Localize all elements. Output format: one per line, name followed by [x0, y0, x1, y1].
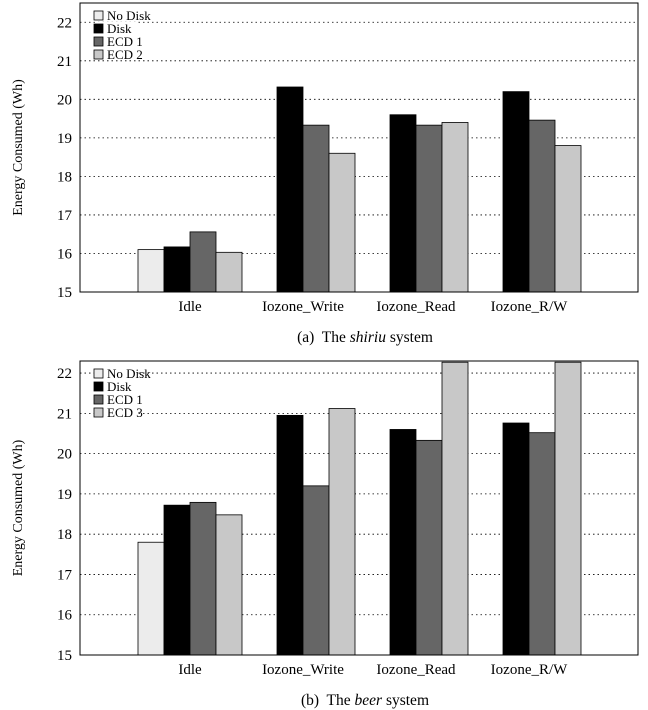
- legend-backdrop: [98, 393, 136, 405]
- caption-system-name: beer: [355, 692, 384, 709]
- legend-label: ECD 1: [107, 34, 143, 49]
- plot-frame: [79, 2, 639, 293]
- y-tick-label: 21: [57, 406, 72, 422]
- bar: [528, 432, 556, 656]
- bar: [502, 422, 530, 656]
- y-tick-label: 22: [57, 366, 72, 382]
- bar: [302, 124, 330, 293]
- y-axis-label: Energy Consumed (Wh): [11, 439, 26, 576]
- x-tick-label: Idle: [178, 299, 202, 315]
- y-tick-label: 17: [57, 208, 73, 224]
- legend-swatch: [93, 394, 104, 405]
- y-tick-label: 21: [57, 54, 72, 70]
- legend-backdrop: [98, 35, 136, 47]
- chart-shiriu: 15 16 17 18 19 20 21 22 Energy Consumed (Wh) Idle…: [11, 2, 639, 346]
- caption-system-name: shiriu: [350, 329, 386, 346]
- bar: [189, 231, 217, 293]
- y-tick-label: 22: [57, 15, 72, 31]
- legend-label: No Disk: [107, 8, 151, 23]
- legend-backdrop: [98, 380, 136, 392]
- legend-label: ECD 2: [107, 47, 143, 62]
- y-tick-label: 18: [57, 169, 72, 185]
- legend-swatch: [93, 381, 104, 392]
- y-tick-label: 19: [57, 131, 72, 147]
- bar: [389, 114, 417, 293]
- caption-prefix: (a) The: [297, 329, 350, 346]
- x-tick-label: Iozone_Read: [376, 662, 456, 678]
- plot-frame: [79, 360, 639, 656]
- bar: [502, 91, 530, 293]
- y-tick-label: 18: [57, 527, 72, 543]
- bar: [389, 429, 417, 656]
- bar: [441, 122, 469, 293]
- y-tick-label: 15: [57, 648, 72, 664]
- legend-backdrop: [98, 48, 136, 60]
- chart-caption: (a) The shiriu system: [297, 329, 433, 346]
- legend-label: Disk: [107, 21, 132, 36]
- legend-swatch: [93, 368, 104, 379]
- legend-swatch: [93, 23, 104, 34]
- legend-label: ECD 1: [107, 392, 143, 407]
- legend-label: Disk: [107, 379, 132, 394]
- y-tick-label: 15: [57, 285, 72, 301]
- y-tick-label: 20: [57, 447, 72, 463]
- x-tick-label: Iozone_Read: [376, 299, 456, 315]
- legend-swatch: [93, 49, 104, 60]
- bar: [328, 152, 356, 293]
- legend-swatch: [93, 36, 104, 47]
- bar: [302, 485, 330, 656]
- y-tick-label: 16: [57, 246, 73, 262]
- x-tick-label: Iozone_R/W: [491, 299, 568, 315]
- bar: [163, 504, 191, 656]
- bar: [163, 246, 191, 293]
- y-tick-label: 17: [57, 567, 73, 583]
- bar: [554, 361, 582, 656]
- bar: [328, 408, 356, 656]
- legend-backdrop: [98, 22, 136, 34]
- x-tick-label: Iozone_R/W: [491, 662, 568, 678]
- bar: [137, 249, 165, 293]
- x-tick-label: Iozone_Write: [262, 299, 344, 315]
- caption-suffix: system: [382, 692, 429, 709]
- legend-backdrop: [98, 406, 136, 418]
- bar: [441, 361, 469, 656]
- legend-swatch: [93, 10, 104, 21]
- legend-backdrop: [98, 367, 136, 379]
- y-axis-label: Energy Consumed (Wh): [11, 79, 26, 216]
- bar: [276, 86, 304, 293]
- chart-beer: 15 16 17 18 19 20 21 22 Energy Consumed (Wh) Idle…: [11, 360, 639, 709]
- caption-prefix: (b) The: [301, 692, 355, 709]
- legend-swatch: [93, 407, 104, 418]
- chart-caption: (b) The beer system: [301, 692, 429, 709]
- bar: [554, 145, 582, 293]
- bar: [276, 414, 304, 656]
- y-tick-label: 19: [57, 487, 72, 503]
- caption-suffix: system: [386, 329, 433, 346]
- bar: [189, 501, 217, 656]
- y-tick-label: 20: [57, 92, 72, 108]
- bar: [415, 124, 443, 293]
- bar: [415, 439, 443, 656]
- legend-label: No Disk: [107, 366, 151, 381]
- x-tick-label: Idle: [178, 662, 202, 678]
- y-tick-label: 16: [57, 608, 73, 624]
- x-tick-label: Iozone_Write: [262, 662, 344, 678]
- bar: [215, 251, 243, 293]
- legend-backdrop: [98, 9, 136, 21]
- bar: [137, 541, 165, 656]
- bar: [528, 119, 556, 293]
- legend-label: ECD 3: [107, 405, 143, 420]
- bar: [215, 514, 243, 656]
